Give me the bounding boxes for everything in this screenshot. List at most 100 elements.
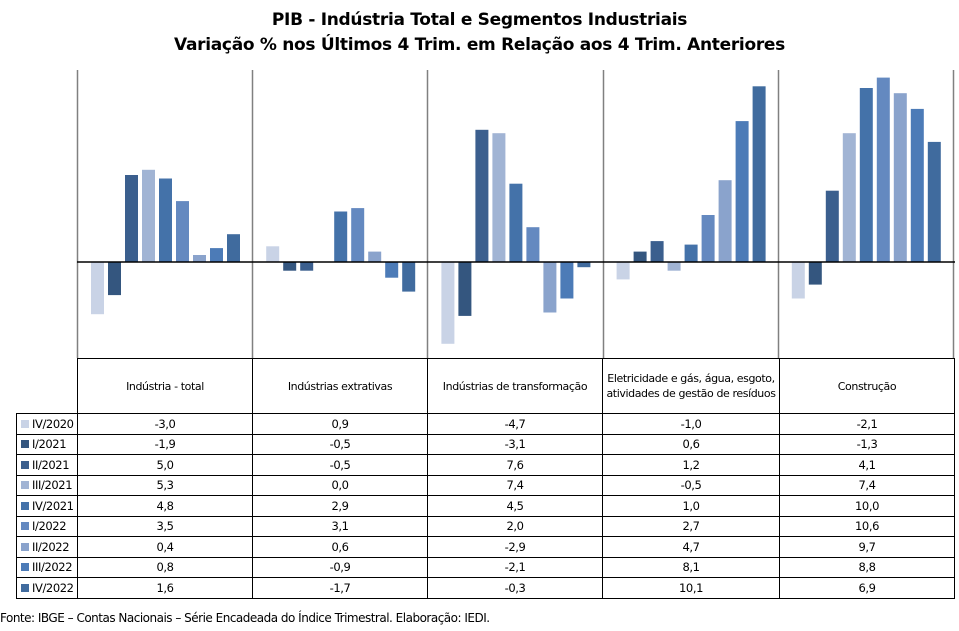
table-corner (16, 358, 78, 414)
table-row: IV/2022 1,6 -1,7 -0,3 10,1 6,9 (16, 577, 955, 599)
bar-chart-plot (76, 70, 955, 358)
data-cell: 3,1 (252, 515, 428, 537)
bar-II-2022-cat0 (193, 255, 206, 262)
bar-IV-2021-cat3 (684, 244, 698, 262)
bar-IV-2020-cat0 (91, 262, 104, 315)
data-cell: -0,5 (252, 433, 428, 455)
data-cell: 3,5 (77, 515, 253, 537)
bar-III-2021-cat2 (492, 133, 506, 262)
legend-entry: I/2022 (16, 515, 78, 537)
data-cell: 6,9 (779, 577, 955, 599)
bar-IV-2022-cat2 (577, 262, 591, 268)
bar-IV-2022-cat0 (227, 234, 240, 262)
bar-II-2021-cat0 (125, 175, 138, 262)
legend-label: IV/2022 (32, 580, 74, 595)
legend-swatch-icon (21, 563, 29, 572)
bar-I-2021-cat3 (633, 251, 647, 262)
legend-entry: III/2021 (16, 474, 78, 496)
data-cell: -1,3 (779, 433, 955, 455)
category-header: Eletricidade e gás, água, esgoto, ativid… (602, 358, 780, 414)
bar-II-2021-cat4 (825, 190, 839, 262)
legend-swatch-icon (21, 460, 29, 469)
data-cell: 0,8 (77, 556, 253, 578)
table-row: IV/2020 -3,0 0,9 -4,7 -1,0 -2,1 (16, 413, 955, 435)
bar-II-2022-cat1 (368, 251, 382, 262)
data-cell: -2,1 (427, 556, 603, 578)
bar-IV-2020-cat3 (616, 262, 630, 280)
legend-swatch-icon (21, 440, 29, 449)
data-cell: 1,6 (77, 577, 253, 599)
source-footnote: Fonte: IBGE – Contas Nacionais – Série E… (0, 611, 490, 625)
data-cell: 9,7 (779, 536, 955, 558)
data-cell: 4,7 (602, 536, 780, 558)
data-cell: 8,8 (779, 556, 955, 578)
legend-entry: II/2021 (16, 454, 78, 476)
bar-I-2021-cat4 (808, 262, 822, 285)
category-header: Indústrias de transformação (427, 358, 603, 414)
legend-label: III/2022 (32, 560, 73, 575)
bar-I-2022-cat3 (701, 215, 715, 262)
bar-III-2022-cat4 (910, 108, 924, 263)
bar-III-2022-cat3 (735, 121, 749, 262)
data-cell: 10,0 (779, 495, 955, 517)
bar-IV-2020-cat4 (791, 262, 805, 299)
bar-II-2022-cat2 (543, 262, 557, 313)
legend-label: I/2022 (32, 519, 67, 534)
bar-I-2022-cat4 (876, 77, 890, 262)
legend-label: II/2021 (32, 457, 70, 472)
bar-IV-2021-cat1 (334, 211, 348, 262)
legend-swatch-icon (21, 419, 29, 428)
table-row: IV/2021 4,8 2,9 4,5 1,0 10,0 (16, 495, 955, 517)
table-row: II/2022 0,4 0,6 -2,9 4,7 9,7 (16, 536, 955, 558)
data-table: Indústria - total Indústrias extrativas In… (16, 358, 955, 599)
bar-I-2021-cat1 (283, 262, 297, 271)
data-cell: 10,6 (779, 515, 955, 537)
data-cell: 4,5 (427, 495, 603, 517)
data-cell: -1,7 (252, 577, 428, 599)
bar-II-2021-cat3 (650, 241, 664, 262)
data-cell: 4,8 (77, 495, 253, 517)
data-cell: 0,6 (252, 536, 428, 558)
bar-I-2021-cat0 (108, 262, 121, 296)
legend-entry: IV/2020 (16, 413, 78, 435)
legend-entry: I/2021 (16, 433, 78, 455)
bar-IV-2021-cat0 (159, 178, 172, 262)
category-header: Construção (779, 358, 955, 414)
bar-III-2022-cat0 (210, 248, 223, 262)
table-header-row: Indústria - total Indústrias extrativas In… (16, 358, 955, 414)
data-cell: 7,4 (779, 474, 955, 496)
data-cell: -3,1 (427, 433, 603, 455)
data-cell: 10,1 (602, 577, 780, 599)
table-row: I/2021 -1,9 -0,5 -3,1 0,6 -1,3 (16, 433, 955, 455)
bar-III-2021-cat3 (667, 262, 681, 271)
legend-label: IV/2020 (32, 416, 74, 431)
bar-I-2022-cat2 (526, 227, 540, 262)
data-cell: 1,2 (602, 454, 780, 476)
bar-III-2021-cat4 (842, 133, 856, 262)
bar-IV-2022-cat3 (752, 86, 766, 262)
data-cell: -1,0 (602, 413, 780, 435)
legend-label: IV/2021 (32, 498, 74, 513)
chart-title: PIB - Indústria Total e Segmentos Indust… (271, 10, 688, 30)
data-cell: 1,0 (602, 495, 780, 517)
data-cell: -3,0 (77, 413, 253, 435)
bar-II-2022-cat3 (718, 180, 732, 262)
bar-II-2021-cat2 (475, 129, 489, 262)
table-row: III/2021 5,3 0,0 7,4 -0,5 7,4 (16, 474, 955, 496)
data-cell: 0,0 (252, 474, 428, 496)
data-cell: 5,0 (77, 454, 253, 476)
data-cell: 2,0 (427, 515, 603, 537)
legend-entry: IV/2022 (16, 577, 78, 599)
data-cell: 7,4 (427, 474, 603, 496)
bar-IV-2021-cat2 (509, 183, 523, 262)
data-cell: -1,9 (77, 433, 253, 455)
bar-IV-2020-cat1 (266, 246, 280, 262)
data-cell: -0,9 (252, 556, 428, 578)
bar-IV-2020-cat2 (441, 262, 455, 344)
data-cell: -2,1 (779, 413, 955, 435)
data-cell: 2,7 (602, 515, 780, 537)
chart-subtitle: Variação % nos Últimos 4 Trim. em Relaçã… (174, 35, 785, 55)
bar-I-2022-cat0 (176, 201, 189, 262)
legend-entry: II/2022 (16, 536, 78, 558)
legend-label: II/2022 (32, 539, 70, 554)
